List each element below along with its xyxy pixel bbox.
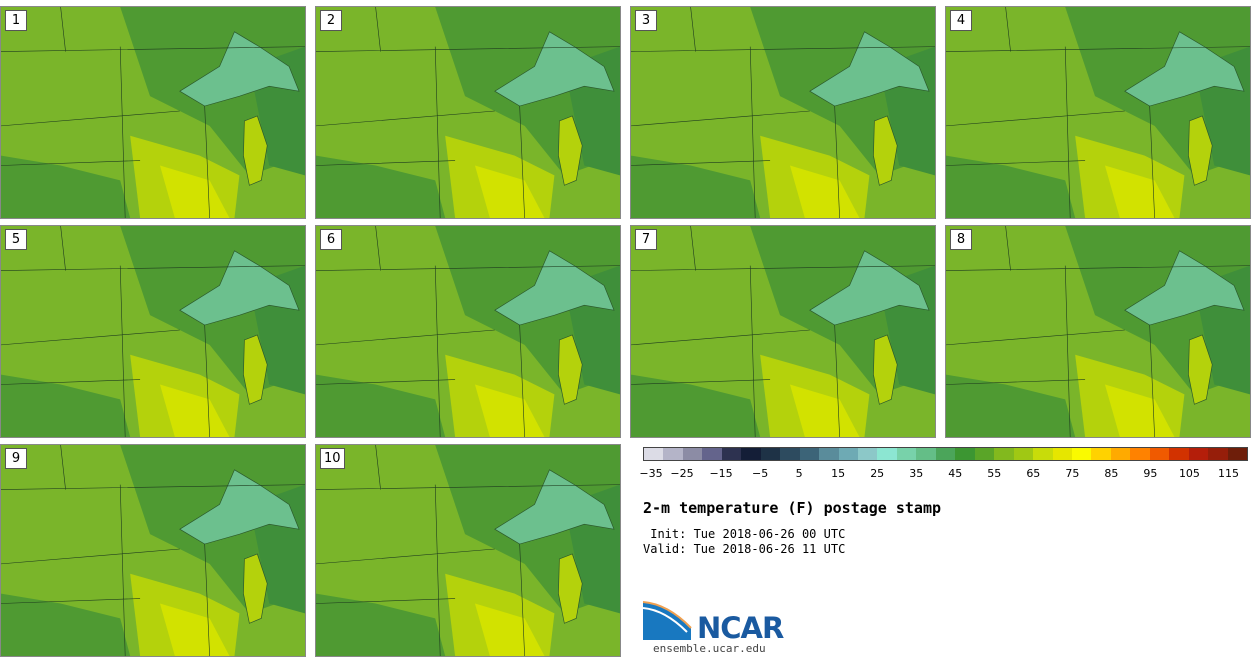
- colorbar-swatch: [955, 448, 975, 460]
- colorbar-swatch: [1227, 448, 1248, 460]
- colorbar-swatch: [663, 448, 683, 460]
- ncar-logo-text: NCAR: [697, 611, 784, 645]
- stamp-member-label: 10: [320, 448, 345, 469]
- colorbar-tick-label: 25: [870, 467, 885, 480]
- postage-stamp-map: 9: [0, 444, 306, 657]
- colorbar-swatch: [1091, 448, 1111, 460]
- temperature-map: [1, 445, 305, 656]
- website-link[interactable]: ensemble.ucar.edu: [653, 642, 766, 655]
- colorbar-swatch: [1033, 448, 1053, 460]
- colorbar-swatch: [1208, 448, 1228, 460]
- colorbar-tick-label: 115: [1217, 467, 1239, 480]
- colorbar-swatch: [644, 448, 664, 460]
- stamp-member-label: 3: [635, 10, 657, 31]
- valid-time: Valid: Tue 2018-06-26 11 UTC: [643, 542, 846, 556]
- colorbar-swatch: [857, 448, 878, 460]
- colorbar-tick-label: 35: [909, 467, 924, 480]
- stamp-member-label: 6: [320, 229, 342, 250]
- postage-stamp-map: 10: [315, 444, 621, 657]
- colorbar-tick-label: −15: [709, 467, 733, 480]
- postage-stamp-map: 7: [630, 225, 936, 438]
- colorbar-swatch: [1052, 448, 1072, 460]
- colorbar-tick-label: 45: [948, 467, 963, 480]
- colorbar-tick-label: 15: [831, 467, 846, 480]
- postage-stamp-map: 5: [0, 225, 306, 438]
- colorbar-tick-label: −25: [670, 467, 694, 480]
- colorbar-swatch: [819, 448, 839, 460]
- colorbar-swatch: [1110, 448, 1131, 460]
- stamp-member-label: 7: [635, 229, 657, 250]
- colorbar-swatch: [780, 448, 800, 460]
- temperature-map: [1, 7, 305, 218]
- ncar-logo-icon: [643, 601, 692, 640]
- colorbar-swatch: [741, 448, 761, 460]
- postage-stamp-map: 3: [630, 6, 936, 219]
- temperature-colorbar: [643, 447, 1248, 461]
- temperature-map: [946, 7, 1250, 218]
- temperature-map: [1, 226, 305, 437]
- stamp-member-label: 8: [950, 229, 972, 250]
- colorbar-tick-label: −5: [751, 467, 769, 480]
- postage-stamp-map: 8: [945, 225, 1251, 438]
- colorbar-tick-label: −35: [639, 467, 663, 480]
- stamp-member-label: 4: [950, 10, 972, 31]
- colorbar-swatch: [799, 448, 820, 460]
- colorbar-tick-label: 65: [1026, 467, 1041, 480]
- colorbar-swatch: [896, 448, 917, 460]
- colorbar-swatch: [935, 448, 956, 460]
- colorbar-tick-label: 55: [987, 467, 1002, 480]
- colorbar-swatch: [1169, 448, 1189, 460]
- colorbar-tick-label: 85: [1104, 467, 1119, 480]
- postage-stamp-map: 2: [315, 6, 621, 219]
- colorbar-swatch: [1130, 448, 1150, 460]
- postage-stamp-map: 6: [315, 225, 621, 438]
- colorbar-swatch: [838, 448, 858, 460]
- colorbar-tick-label: 105: [1178, 467, 1200, 480]
- colorbar-swatch: [916, 448, 936, 460]
- stamp-member-label: 1: [5, 10, 27, 31]
- temperature-map: [631, 7, 935, 218]
- colorbar-swatch: [974, 448, 995, 460]
- temperature-map: [316, 226, 620, 437]
- colorbar-swatch: [994, 448, 1014, 460]
- stamp-member-label: 5: [5, 229, 27, 250]
- temperature-map: [316, 7, 620, 218]
- plot-title: 2-m temperature (F) postage stamp: [643, 499, 942, 517]
- postage-stamp-map: 4: [945, 6, 1251, 219]
- colorbar-swatch: [1013, 448, 1034, 460]
- colorbar-tick-label: 75: [1065, 467, 1080, 480]
- colorbar-swatch: [1149, 448, 1170, 460]
- temperature-map: [316, 445, 620, 656]
- postage-stamp-map: 1: [0, 6, 306, 219]
- temperature-map: [631, 226, 935, 437]
- colorbar-swatch: [1071, 448, 1092, 460]
- colorbar-swatch: [877, 448, 897, 460]
- init-time: Init: Tue 2018-06-26 00 UTC: [643, 527, 846, 541]
- colorbar-swatch: [1188, 448, 1209, 460]
- colorbar-tick-label: 5: [795, 467, 803, 480]
- colorbar-swatch: [702, 448, 722, 460]
- colorbar-swatch: [682, 448, 703, 460]
- colorbar-tick-label: 95: [1143, 467, 1158, 480]
- stamp-member-label: 2: [320, 10, 342, 31]
- temperature-map: [946, 226, 1250, 437]
- colorbar-swatch: [760, 448, 781, 460]
- stamp-member-label: 9: [5, 448, 27, 469]
- colorbar-swatch: [721, 448, 742, 460]
- colorbar-tick-labels: −35 −25 −15 −5 5 15 25 35 45 55 65 75 85 95 105 115: [639, 467, 1248, 481]
